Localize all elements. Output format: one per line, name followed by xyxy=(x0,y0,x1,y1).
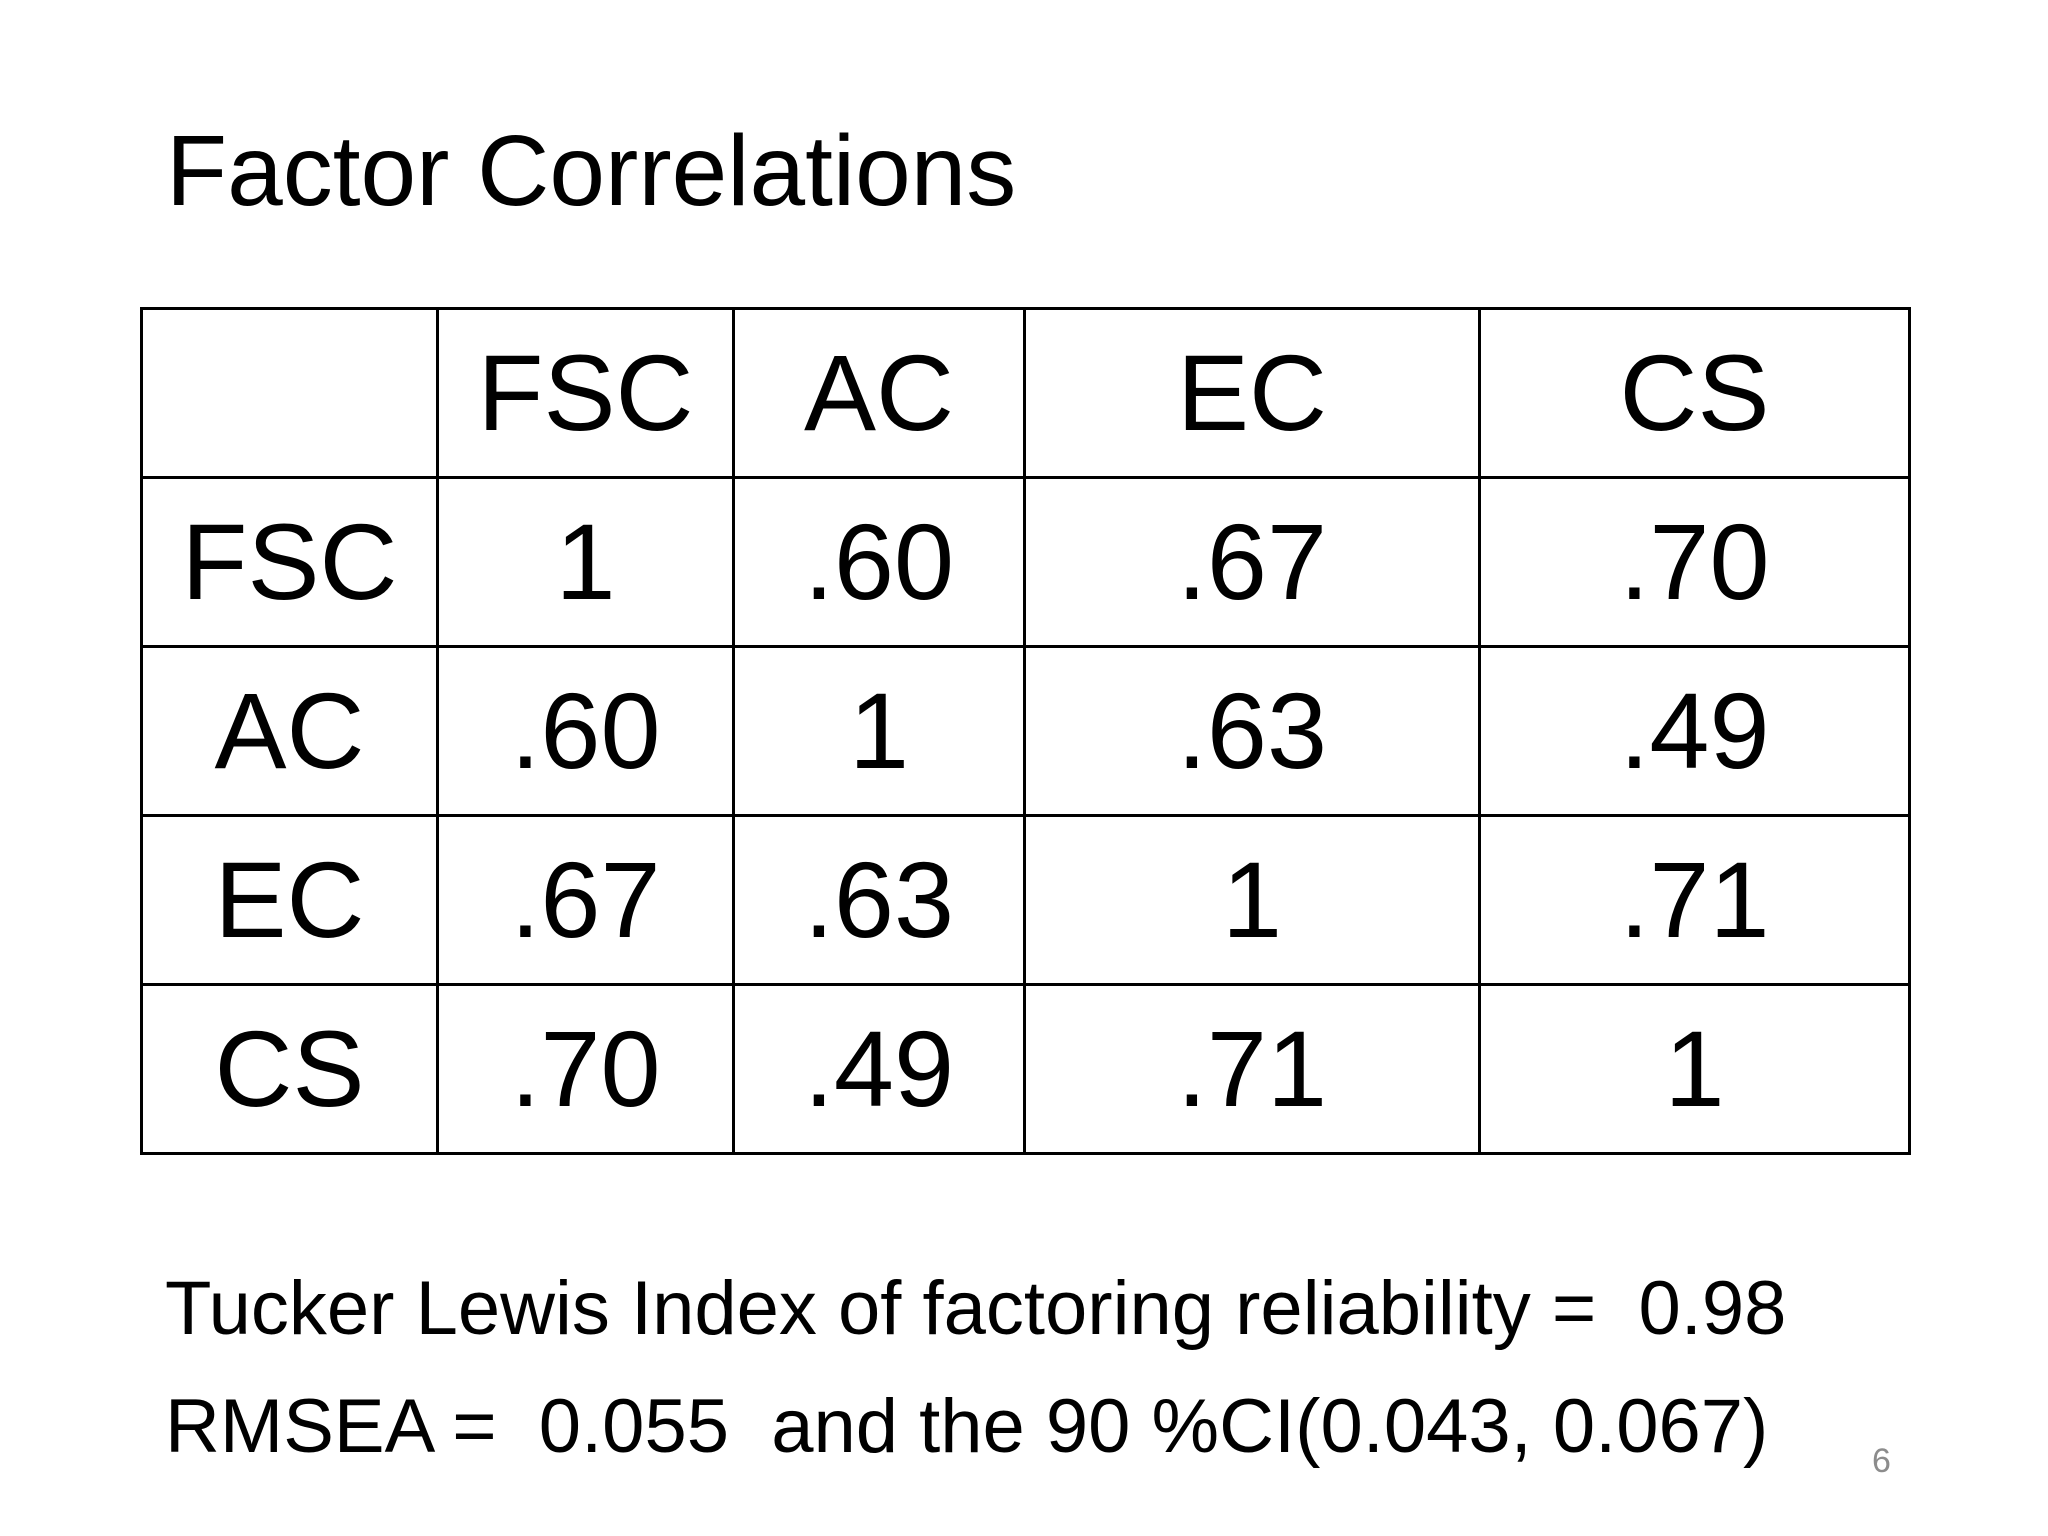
header-cell-fsc: FSC xyxy=(436,307,735,479)
cell-ec-cs: .71 xyxy=(1478,814,1911,986)
table-header-row: FSC AC EC CS xyxy=(140,307,1911,479)
header-cell-ac: AC xyxy=(732,307,1026,479)
cell-ec-ac: .63 xyxy=(732,814,1026,986)
cell-ac-ac: 1 xyxy=(732,645,1026,817)
cell-cs-fsc: .70 xyxy=(436,983,735,1155)
page-number: 6 xyxy=(1872,1442,1891,1480)
note-rmsea: RMSEA = 0.055 and the 90 %CI(0.043, 0.06… xyxy=(165,1384,1769,1469)
table-row: EC .67 .63 1 .71 xyxy=(140,814,1911,986)
row-label-ec: EC xyxy=(140,814,439,986)
cell-cs-ac: .49 xyxy=(732,983,1026,1155)
header-cell-cs: CS xyxy=(1478,307,1911,479)
row-label-fsc: FSC xyxy=(140,476,439,648)
cell-cs-cs: 1 xyxy=(1478,983,1911,1155)
cell-fsc-ec: .67 xyxy=(1023,476,1481,648)
cell-ac-ec: .63 xyxy=(1023,645,1481,817)
header-cell-empty xyxy=(140,307,439,479)
cell-ac-cs: .49 xyxy=(1478,645,1911,817)
cell-fsc-fsc: 1 xyxy=(436,476,735,648)
table-row: FSC 1 .60 .67 .70 xyxy=(140,476,1911,648)
cell-cs-ec: .71 xyxy=(1023,983,1481,1155)
factor-correlations-table: FSC AC EC CS FSC 1 .60 .67 .70 AC .60 1 … xyxy=(140,307,1911,1155)
row-label-cs: CS xyxy=(140,983,439,1155)
cell-ec-fsc: .67 xyxy=(436,814,735,986)
cell-ac-fsc: .60 xyxy=(436,645,735,817)
cell-ec-ec: 1 xyxy=(1023,814,1481,986)
note-tucker-lewis-index: Tucker Lewis Index of factoring reliabil… xyxy=(165,1266,1787,1351)
cell-fsc-cs: .70 xyxy=(1478,476,1911,648)
row-label-ac: AC xyxy=(140,645,439,817)
slide-title: Factor Correlations xyxy=(166,115,1017,227)
table-row: AC .60 1 .63 .49 xyxy=(140,645,1911,817)
header-cell-ec: EC xyxy=(1023,307,1481,479)
table-row: CS .70 .49 .71 1 xyxy=(140,983,1911,1155)
cell-fsc-ac: .60 xyxy=(732,476,1026,648)
